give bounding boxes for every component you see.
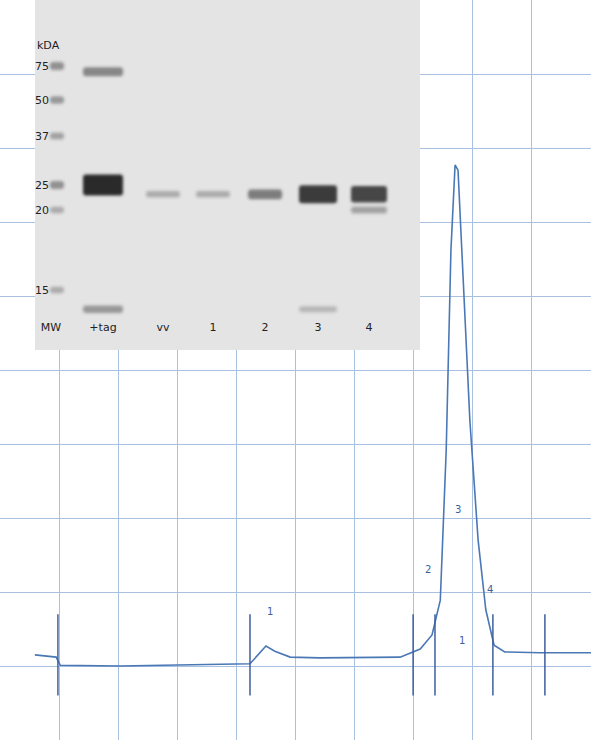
svg-text:15: 15 (35, 284, 49, 297)
svg-text:vv: vv (156, 321, 170, 334)
svg-text:4: 4 (487, 584, 493, 595)
svg-text:3: 3 (455, 504, 461, 515)
svg-text:37: 37 (35, 130, 49, 143)
svg-text:4: 4 (366, 321, 373, 334)
svg-text:2: 2 (425, 564, 431, 575)
svg-text:1: 1 (210, 321, 217, 334)
svg-text:MW: MW (41, 321, 61, 334)
svg-text:20: 20 (35, 204, 49, 217)
svg-text:+tag: +tag (89, 321, 116, 334)
svg-text:2: 2 (262, 321, 269, 334)
svg-text:kDA: kDA (37, 39, 60, 52)
svg-text:1: 1 (459, 635, 465, 646)
svg-text:50: 50 (35, 94, 49, 107)
svg-text:3: 3 (315, 321, 322, 334)
svg-text:75: 75 (35, 60, 49, 73)
svg-text:25: 25 (35, 179, 49, 192)
svg-text:1: 1 (267, 606, 273, 617)
